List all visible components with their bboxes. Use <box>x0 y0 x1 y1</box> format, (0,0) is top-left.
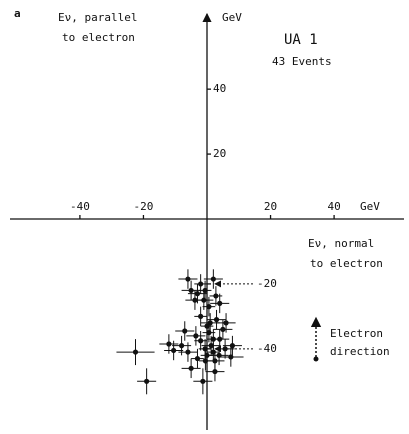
point <box>213 293 219 299</box>
point <box>188 287 194 294</box>
y-axis-unit: GeV <box>222 11 242 24</box>
point <box>198 338 204 344</box>
y-axis-label: to electron <box>62 31 135 44</box>
y-tick-label: 20 <box>213 147 226 160</box>
y-axis-label: Eν, parallel <box>58 11 137 24</box>
point <box>178 343 185 349</box>
point <box>194 291 201 297</box>
point <box>171 347 177 354</box>
point <box>222 346 228 352</box>
y-tick-label: 40 <box>213 82 226 95</box>
x-axis-unit: GeV <box>360 200 380 213</box>
chart-subtitle: 43 Events <box>272 55 332 68</box>
point <box>200 378 206 384</box>
point <box>212 368 218 375</box>
y-tick-label: -20 <box>257 277 277 290</box>
point <box>166 341 172 347</box>
point <box>202 287 208 294</box>
point <box>202 346 208 352</box>
point <box>229 343 236 349</box>
x-axis-label: Eν, normal <box>308 237 374 250</box>
point <box>228 354 234 360</box>
point <box>144 378 150 384</box>
point <box>208 343 214 349</box>
direction-arrow-base <box>313 356 319 362</box>
point <box>182 328 188 334</box>
y-tick-label: -40 <box>257 342 277 355</box>
x-tick-label: -40 <box>70 200 90 213</box>
point <box>193 333 199 339</box>
point <box>185 276 191 282</box>
annotation: direction <box>330 345 390 358</box>
x-tick-label: -20 <box>134 200 154 213</box>
point <box>132 349 139 355</box>
point <box>198 281 204 287</box>
point <box>213 317 220 323</box>
x-axis-label: to electron <box>310 257 383 270</box>
x-tick-label: 40 <box>327 200 340 213</box>
point <box>185 349 191 355</box>
panel-label: a <box>14 7 21 20</box>
point <box>223 320 229 326</box>
point <box>220 326 226 332</box>
point <box>204 323 210 329</box>
point <box>210 276 216 282</box>
point <box>216 352 222 358</box>
point <box>194 355 201 362</box>
point <box>210 349 216 355</box>
chart-title: UA 1 <box>284 32 318 48</box>
point <box>206 330 212 336</box>
annotation: Electron <box>330 327 383 340</box>
point <box>206 304 212 310</box>
point <box>192 297 198 303</box>
point <box>204 352 210 358</box>
x-tick-label: 20 <box>264 200 277 213</box>
point <box>217 300 223 306</box>
point <box>198 313 204 319</box>
point <box>188 365 194 371</box>
point <box>210 336 216 342</box>
